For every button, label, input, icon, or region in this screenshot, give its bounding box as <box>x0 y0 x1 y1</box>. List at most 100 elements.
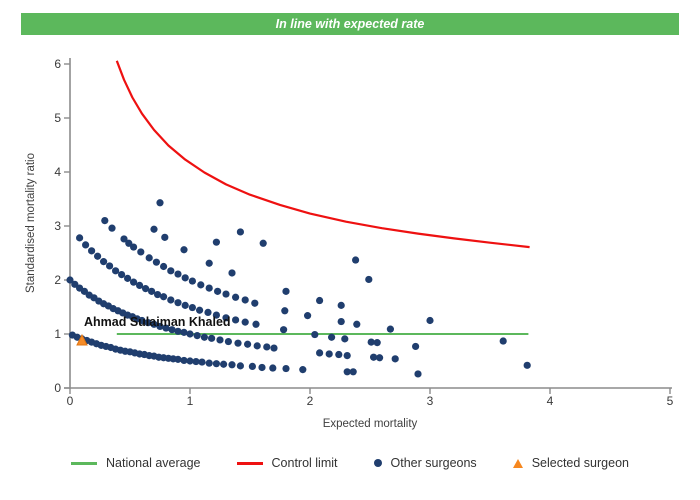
y-tick-label: 6 <box>54 57 61 71</box>
scatter-point <box>222 290 230 298</box>
legend-label: National average <box>106 456 201 470</box>
scatter-point <box>200 333 208 341</box>
x-tick-label: 1 <box>187 394 194 408</box>
scatter-point <box>280 326 288 334</box>
scatter-point <box>353 320 361 328</box>
scatter-point <box>214 287 222 295</box>
scatter-point <box>391 355 399 363</box>
scatter-point <box>118 271 126 279</box>
scatter-point <box>523 361 531 369</box>
scatter-point <box>136 281 144 289</box>
other-surgeons-dot-icon <box>373 459 382 467</box>
scatter-point <box>192 357 200 366</box>
scatter-point <box>156 322 164 331</box>
scatter-point <box>220 360 228 368</box>
scatter-point <box>304 312 312 320</box>
scatter-point <box>152 258 160 266</box>
scatter-point <box>142 285 150 293</box>
scatter-point <box>414 370 422 378</box>
scatter-point <box>376 354 384 362</box>
scatter-point <box>100 258 108 266</box>
x-tick-label: 4 <box>547 394 554 408</box>
scatter-point <box>181 274 189 282</box>
scatter-point <box>205 259 213 267</box>
scatter-point <box>253 342 261 350</box>
scatter-point <box>251 299 259 307</box>
scatter-point <box>281 307 289 315</box>
scatter-point <box>343 352 351 360</box>
scatter-point <box>426 316 434 325</box>
scatter-point <box>148 287 156 295</box>
scatter-point <box>130 278 138 286</box>
scatter-point <box>198 358 206 366</box>
scatter-point <box>138 316 146 325</box>
scatter-point <box>236 228 244 236</box>
chart-legend: National average Control limit Other sur… <box>0 456 700 470</box>
scatter-point <box>120 235 128 243</box>
scatter-point <box>196 306 204 314</box>
scatter-point <box>76 234 84 242</box>
scatter-point <box>222 314 230 322</box>
scatter-point <box>160 262 168 271</box>
scatter-point <box>248 362 256 370</box>
scatter-point <box>197 281 205 289</box>
legend-item-control-limit: Control limit <box>236 456 338 470</box>
scatter-point <box>370 353 378 361</box>
scatter-point <box>150 225 158 233</box>
legend-label: Control limit <box>271 456 338 470</box>
scatter-point <box>244 340 252 348</box>
scatter-point <box>108 224 116 232</box>
national-average-line-icon <box>71 461 97 465</box>
scatter-point <box>88 247 96 255</box>
scatter-point <box>162 324 170 332</box>
scatter-point <box>154 290 162 299</box>
selected-surgeon-triangle-icon <box>512 458 523 468</box>
scatter-point <box>282 364 290 373</box>
scatter-point <box>269 364 277 372</box>
selected-surgeon-label: Ahmad Sulaiman Khaled <box>84 315 231 329</box>
scatter-point <box>228 361 236 369</box>
scatter-point <box>252 320 260 328</box>
x-tick-label: 3 <box>427 394 434 408</box>
scatter-point <box>124 274 132 282</box>
scatter-point <box>236 362 244 370</box>
scatter-point <box>205 359 213 367</box>
scatter-point <box>335 350 343 359</box>
scatter-point <box>186 357 194 365</box>
scatter-point <box>174 327 182 335</box>
scatter-point <box>299 366 307 374</box>
y-tick-label: 3 <box>54 219 61 233</box>
y-tick-label: 1 <box>54 327 61 341</box>
scatter-point <box>325 350 333 358</box>
scatter-point <box>499 337 507 345</box>
scatter-point <box>263 343 271 351</box>
scatter-point <box>412 342 420 351</box>
selected-surgeon-marker <box>76 333 88 346</box>
scatter-point <box>232 293 240 301</box>
scatter-point <box>386 325 394 333</box>
scatter-point <box>145 254 153 262</box>
scatter-point <box>167 267 175 275</box>
scatter-point <box>270 344 278 352</box>
scatter-point <box>234 339 242 347</box>
scatter-point <box>212 360 220 368</box>
x-tick-label: 5 <box>667 394 674 408</box>
y-tick-label: 4 <box>54 165 61 179</box>
scatter-point <box>258 363 266 372</box>
scatter-point <box>367 338 375 346</box>
scatter-point <box>259 239 267 247</box>
y-tick-label: 5 <box>54 111 61 125</box>
scatter-point <box>205 284 213 292</box>
legend-item-selected-surgeon: Selected surgeon <box>512 456 629 470</box>
scatter-point <box>212 238 220 246</box>
status-banner: In line with expected rate <box>21 13 679 35</box>
scatter-point <box>168 326 176 334</box>
scatter-point <box>241 296 249 304</box>
scatter-point <box>94 252 102 260</box>
scatter-point <box>106 262 114 270</box>
scatter-point <box>161 233 169 241</box>
scatter-point <box>341 335 349 343</box>
scatter-point <box>188 277 196 285</box>
scatter-point <box>204 308 212 316</box>
